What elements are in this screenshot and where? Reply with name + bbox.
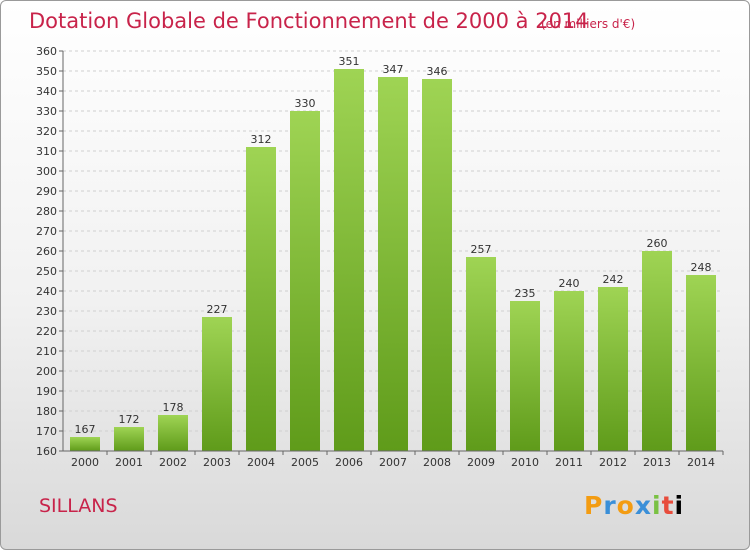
data-label: 257 xyxy=(471,243,492,256)
data-label: 330 xyxy=(295,97,316,110)
x-tick-label: 2004 xyxy=(247,456,275,469)
chart-title: Dotation Globale de Fonctionnement de 20… xyxy=(29,9,589,33)
data-label: 242 xyxy=(603,273,624,286)
logo-letter: P xyxy=(584,491,604,520)
x-tick-label: 2002 xyxy=(159,456,187,469)
bar xyxy=(246,147,276,451)
y-tick-label: 340 xyxy=(36,85,57,98)
y-tick-label: 330 xyxy=(36,105,57,118)
x-tick-label: 2014 xyxy=(687,456,715,469)
logo-letter: o xyxy=(616,491,635,520)
y-tick-label: 240 xyxy=(36,285,57,298)
bar xyxy=(422,79,452,451)
x-tick-label: 2008 xyxy=(423,456,451,469)
y-tick-label: 160 xyxy=(36,445,57,458)
bars: 167 172 178 227 312 330 351 347 346 257 235 240 242 2… xyxy=(70,55,716,451)
bar xyxy=(202,317,232,451)
bar xyxy=(686,275,716,451)
data-label: 235 xyxy=(515,287,536,300)
data-label: 351 xyxy=(339,55,360,68)
axes-lines xyxy=(62,51,723,452)
bar xyxy=(158,415,188,451)
y-tick-label: 230 xyxy=(36,305,57,318)
bar xyxy=(554,291,584,451)
logo-letter: i xyxy=(652,491,662,520)
y-tick-label: 250 xyxy=(36,265,57,278)
data-label: 167 xyxy=(75,423,96,436)
y-tick-label: 310 xyxy=(36,145,57,158)
data-label: 260 xyxy=(647,237,668,250)
bar xyxy=(114,427,144,451)
x-tick-label: 2010 xyxy=(511,456,539,469)
data-label: 312 xyxy=(251,133,272,146)
x-tick-label: 2012 xyxy=(599,456,627,469)
logo-letter: i xyxy=(674,491,685,520)
chart-subtitle: (en milliers d'€) xyxy=(541,17,636,31)
data-label: 346 xyxy=(427,65,448,78)
y-tick-label: 360 xyxy=(36,45,57,58)
bar xyxy=(510,301,540,451)
logo-letter: x xyxy=(634,491,652,520)
y-axis: 160 170 180 190 200 210 220 230 240 250 260 270 280 2… xyxy=(36,45,63,458)
y-tick-label: 350 xyxy=(36,65,57,78)
x-tick-label: 2006 xyxy=(335,456,363,469)
data-label: 172 xyxy=(119,413,140,426)
y-tick-label: 180 xyxy=(36,405,57,418)
x-tick-label: 2013 xyxy=(643,456,671,469)
y-tick-label: 170 xyxy=(36,425,57,438)
proxiti-logo: Proxiti xyxy=(584,491,684,520)
y-tick-label: 270 xyxy=(36,225,57,238)
y-tick-label: 280 xyxy=(36,205,57,218)
data-label: 347 xyxy=(383,63,404,76)
y-tick-label: 320 xyxy=(36,125,57,138)
bar xyxy=(290,111,320,451)
bar xyxy=(466,257,496,451)
y-tick-label: 210 xyxy=(36,345,57,358)
data-label: 227 xyxy=(207,303,228,316)
logo-letter: r xyxy=(603,491,617,520)
data-label: 248 xyxy=(691,261,712,274)
data-label: 240 xyxy=(559,277,580,290)
x-tick-label: 2007 xyxy=(379,456,407,469)
x-tick-label: 2001 xyxy=(115,456,143,469)
x-tick-label: 2000 xyxy=(71,456,99,469)
logo-letter: t xyxy=(661,491,675,520)
bar xyxy=(598,287,628,451)
y-tick-label: 300 xyxy=(36,165,57,178)
x-tick-label: 2009 xyxy=(467,456,495,469)
x-tick-label: 2005 xyxy=(291,456,319,469)
bar xyxy=(378,77,408,451)
x-tick-label: 2003 xyxy=(203,456,231,469)
bar xyxy=(642,251,672,451)
y-tick-label: 290 xyxy=(36,185,57,198)
y-tick-label: 190 xyxy=(36,385,57,398)
y-tick-label: 260 xyxy=(36,245,57,258)
y-tick-label: 220 xyxy=(36,325,57,338)
data-label: 178 xyxy=(163,401,184,414)
x-axis: 2000 2001 2002 2003 2004 2005 2006 2007 2008 2009… xyxy=(71,451,724,469)
city-name: SILLANS xyxy=(39,495,118,517)
x-tick-label: 2011 xyxy=(555,456,583,469)
bar xyxy=(334,69,364,451)
y-tick-label: 200 xyxy=(36,365,57,378)
bar xyxy=(70,437,100,451)
